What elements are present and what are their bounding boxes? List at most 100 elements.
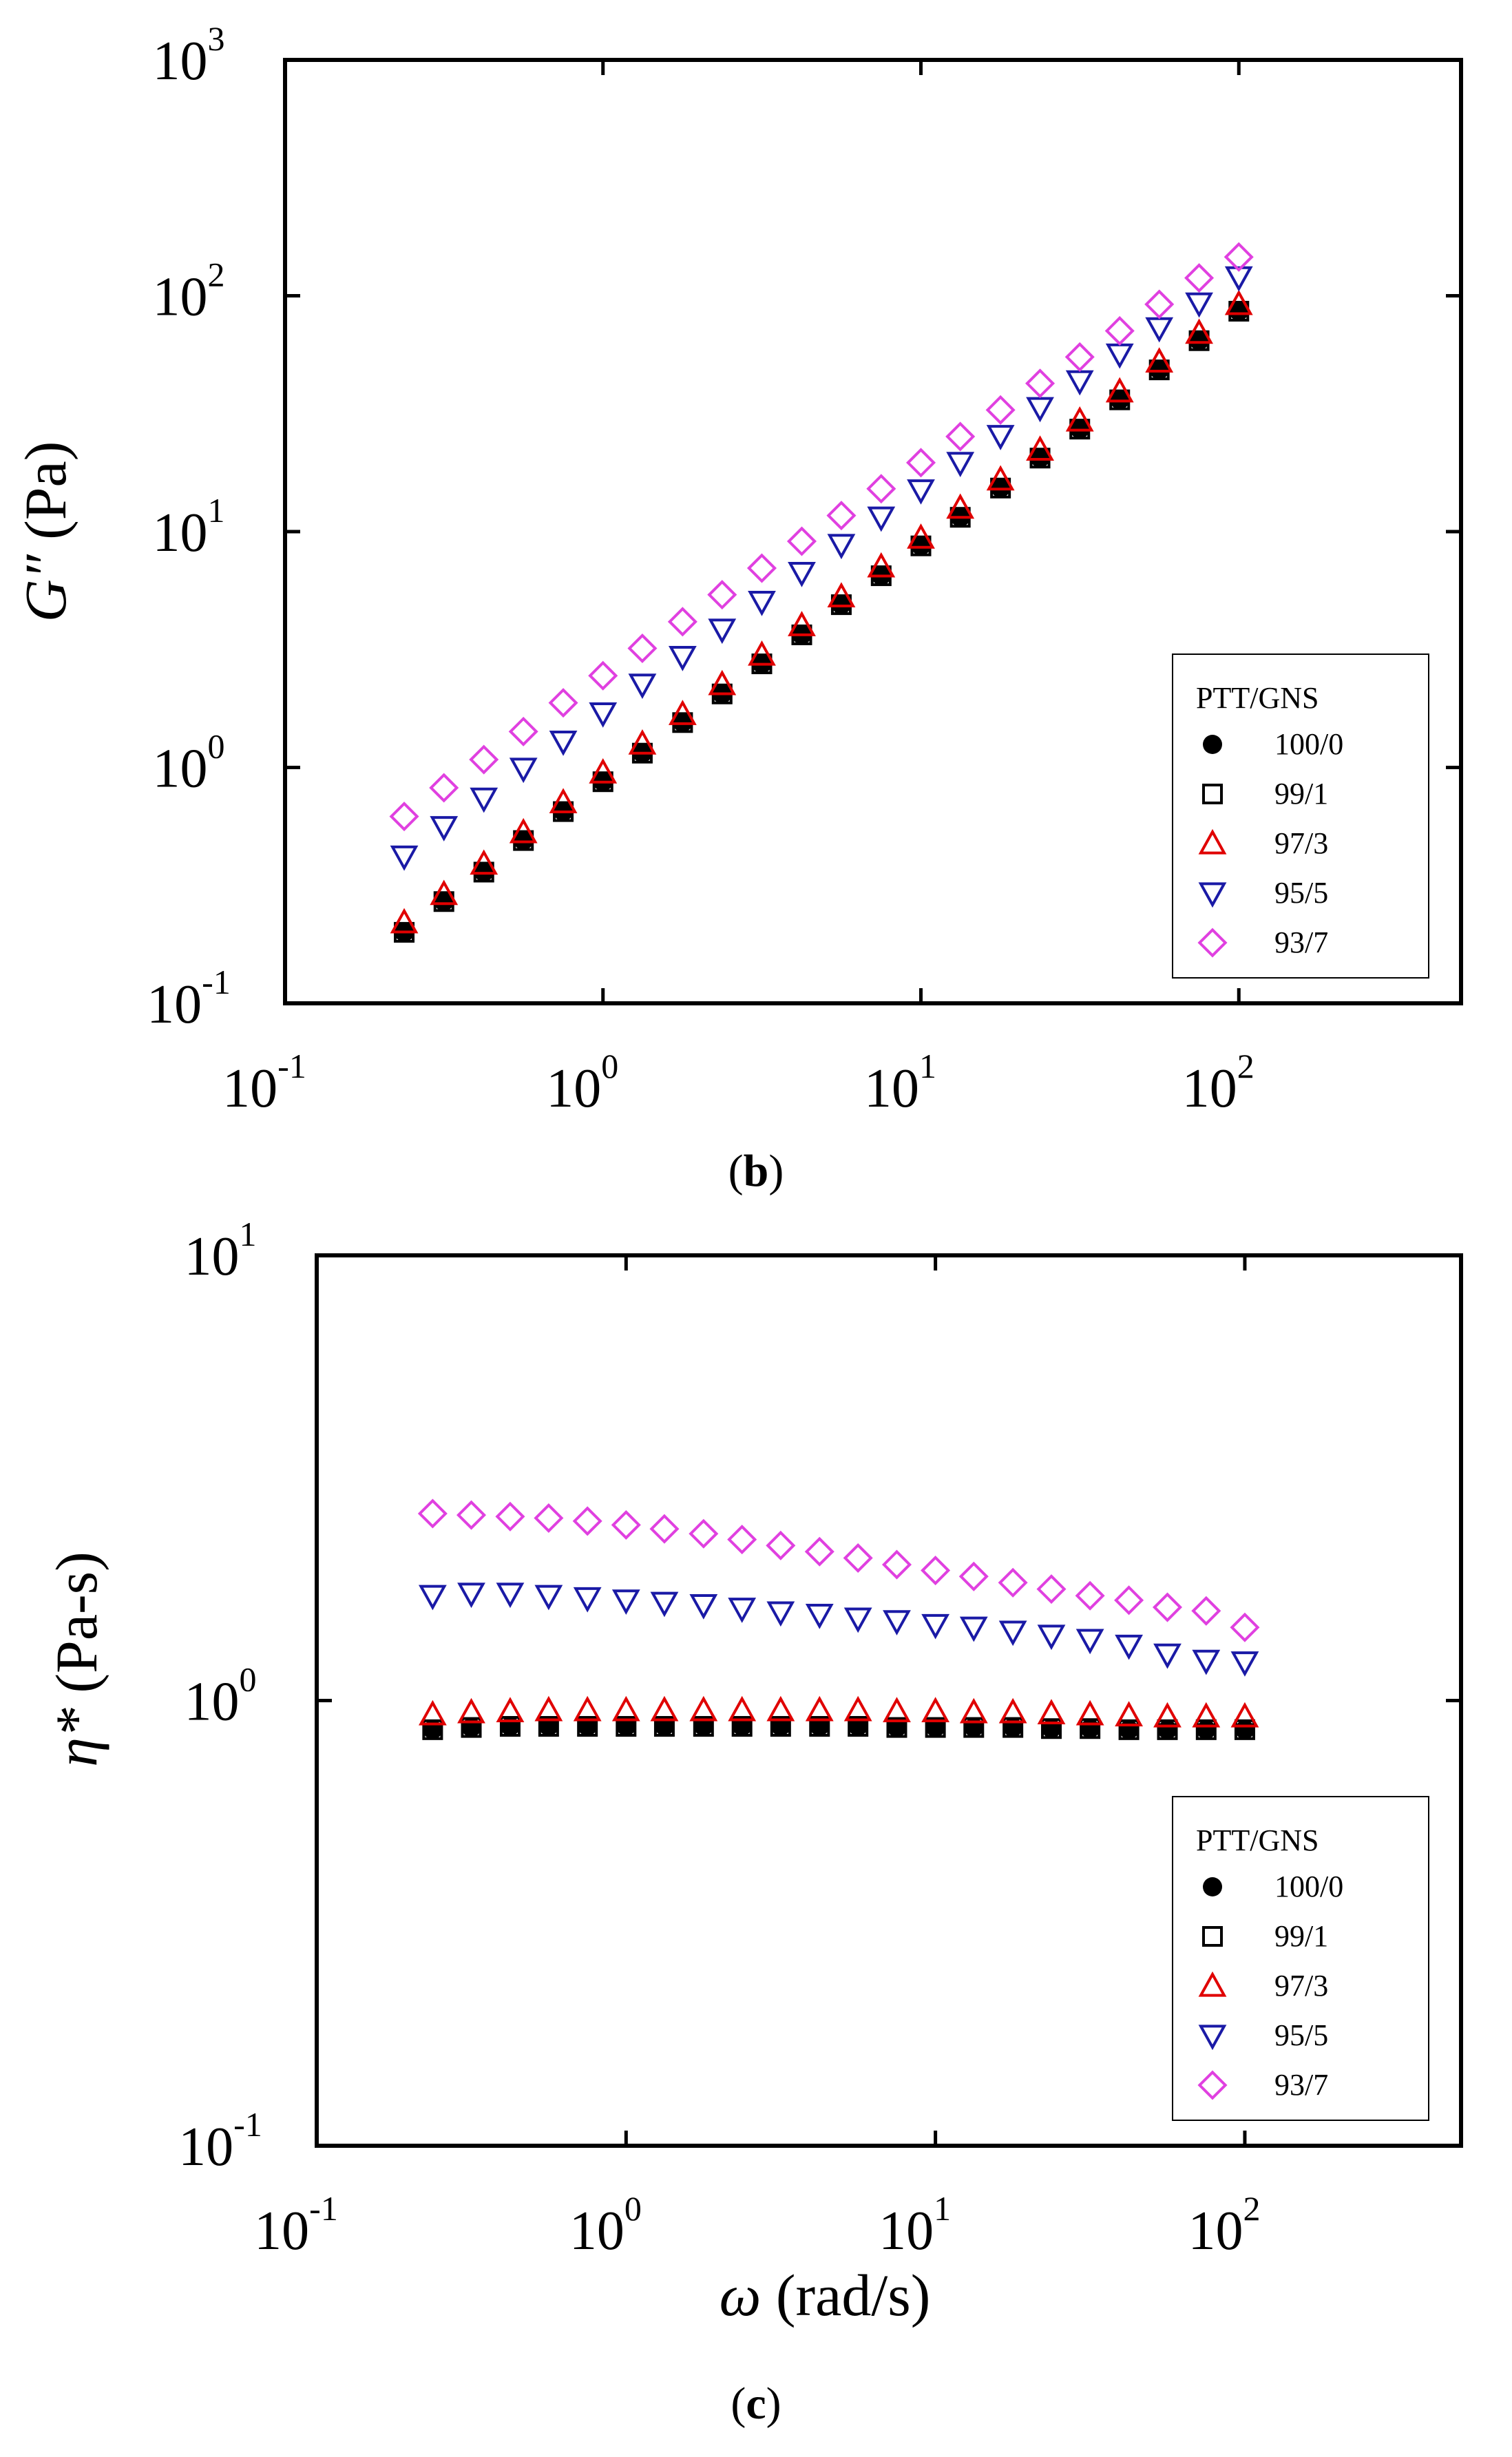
data-point (1144, 289, 1175, 320)
data-point (848, 1715, 869, 1737)
legend-label: 93/7 (1274, 926, 1328, 959)
data-point (457, 1582, 485, 1609)
data-point (998, 1567, 1028, 1598)
data-point (1075, 1629, 1104, 1655)
data-point (1025, 368, 1056, 399)
legend-marker (1197, 2070, 1228, 2100)
legend-label: 97/3 (1274, 826, 1328, 860)
data-point (549, 731, 578, 756)
series-97-3 (390, 289, 1253, 934)
y-tick-label: 10-1 (147, 963, 231, 1035)
legend-marker (1198, 2025, 1227, 2051)
y-tick-label: 102 (153, 255, 225, 328)
data-point (1075, 1580, 1105, 1611)
data-point (573, 1695, 602, 1722)
legend-label: 99/1 (1274, 777, 1328, 811)
data-point (1115, 1701, 1143, 1726)
legend: PTT/GNS 100/0 99/1 97/3 95/5 93/7 (1172, 1796, 1429, 2121)
x-tick-label: 101 (864, 1047, 936, 1119)
x-axis-title: ω (rad/s) (720, 2262, 931, 2328)
data-point (1036, 1574, 1067, 1604)
data-point (650, 1591, 679, 1618)
series-97-3 (418, 1695, 1259, 1728)
data-point (707, 580, 737, 610)
data-point (748, 640, 776, 666)
data-point (766, 1530, 796, 1560)
legend-marker (1198, 1971, 1227, 1997)
legend-label: 95/5 (1274, 876, 1328, 910)
data-point (1153, 1643, 1182, 1669)
data-point (727, 1525, 757, 1555)
data-point (1188, 330, 1210, 351)
data-point (946, 493, 975, 519)
data-point (708, 669, 737, 696)
data-point (770, 1716, 790, 1736)
data-point (693, 1715, 714, 1737)
data-point (867, 506, 896, 532)
data-point (390, 845, 419, 871)
data-point (418, 1585, 447, 1611)
data-point (746, 553, 777, 583)
legend-label: 97/3 (1274, 1969, 1328, 2003)
data-point (1065, 406, 1094, 432)
panel-label: (c) (731, 2378, 781, 2429)
data-point (549, 788, 578, 814)
series-93-7 (417, 1498, 1260, 1642)
data-point (766, 1601, 795, 1627)
legend-marker (1202, 1926, 1223, 1947)
data-point (963, 1717, 985, 1738)
data-point (611, 1589, 640, 1615)
data-point (470, 849, 498, 875)
legend-label: 100/0 (1274, 1870, 1343, 1903)
legend-marker (1203, 735, 1222, 754)
data-point (886, 1717, 907, 1738)
data-point (1115, 1634, 1143, 1660)
data-point (1119, 1719, 1139, 1739)
data-point (1192, 1649, 1221, 1675)
data-point (1026, 435, 1054, 461)
data-point (998, 1620, 1027, 1646)
data-point (1037, 1699, 1066, 1724)
data-point (1224, 242, 1254, 272)
data-point (1080, 1719, 1100, 1739)
data-point (921, 1556, 951, 1586)
data-point (1195, 1719, 1217, 1740)
data-point (461, 1717, 482, 1738)
legend-marker (1203, 1877, 1222, 1896)
data-point (1230, 1651, 1259, 1677)
data-point (653, 1715, 675, 1737)
data-point (805, 1604, 834, 1629)
data-point (985, 395, 1016, 425)
x-tick-label: 100 (569, 2189, 642, 2261)
data-point (628, 673, 657, 699)
legend-title: PTT/GNS (1196, 681, 1319, 715)
data-point (573, 1587, 602, 1613)
data-point (689, 1518, 719, 1549)
legend: PTT/GNS 100/0 99/1 97/3 95/5 93/7 (1172, 654, 1429, 979)
data-point (986, 465, 1015, 491)
data-point (628, 729, 657, 755)
legend-title: PTT/GNS (1196, 1823, 1319, 1857)
panel-c-chart: 10-1 100 101 102 10-1 100 101 η* (Pa-s) ω (rad/s… (43, 1215, 1463, 2429)
series-95-5 (418, 1582, 1259, 1677)
data-point (958, 1561, 989, 1591)
data-point (693, 1716, 713, 1736)
data-point (668, 645, 697, 671)
data-point (499, 1715, 521, 1737)
y-axis-title: η* (Pa-s) (43, 1551, 109, 1767)
legend-marker (1198, 828, 1227, 855)
data-point (1192, 1702, 1221, 1728)
data-point (998, 1697, 1027, 1724)
data-point (731, 1715, 753, 1737)
data-point (589, 702, 618, 728)
data-point (905, 448, 936, 478)
data-point (578, 1716, 598, 1736)
data-point (418, 1700, 447, 1726)
data-point (1105, 343, 1134, 369)
data-point (433, 891, 454, 912)
data-point (689, 1594, 718, 1620)
data-point (538, 1715, 559, 1737)
data-point (572, 1506, 602, 1536)
data-point (456, 1500, 487, 1530)
